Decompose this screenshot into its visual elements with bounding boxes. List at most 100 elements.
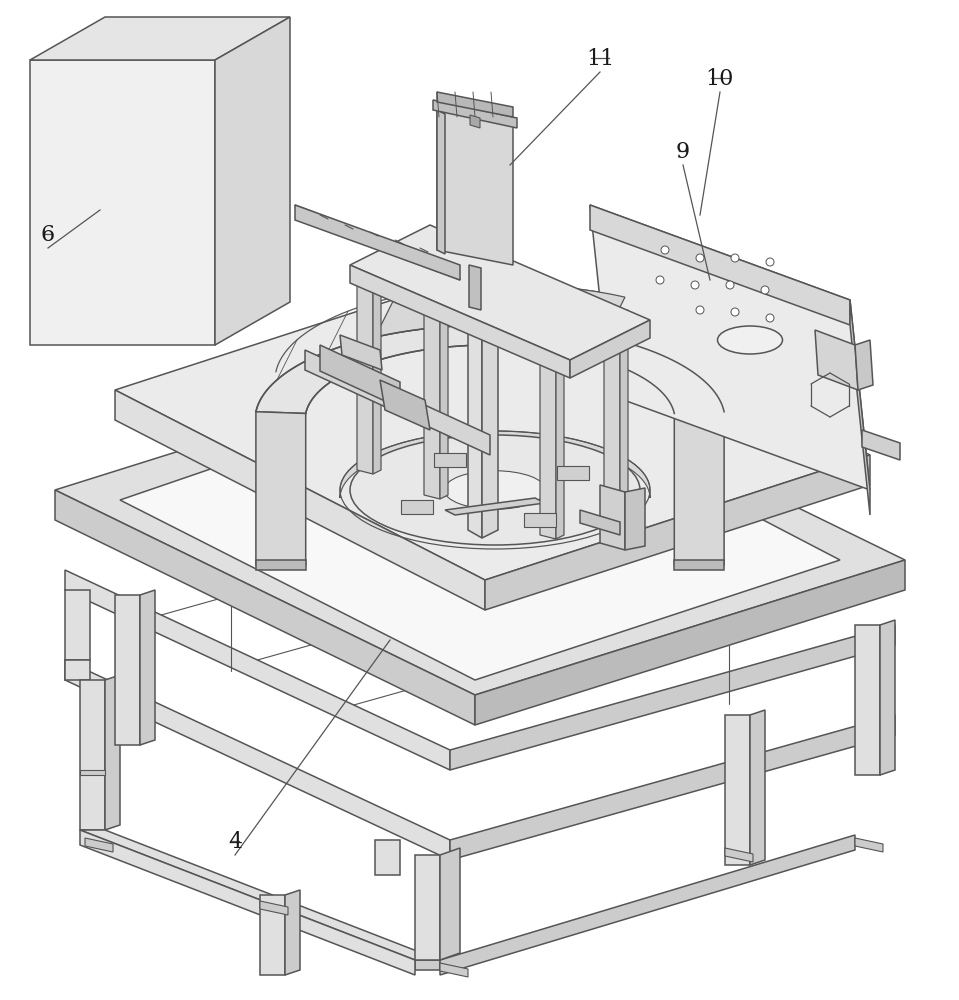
Polygon shape [80, 680, 105, 830]
Polygon shape [434, 453, 466, 467]
Polygon shape [862, 430, 900, 460]
Polygon shape [80, 830, 440, 960]
Text: 9: 9 [676, 141, 690, 163]
Polygon shape [815, 330, 858, 390]
Polygon shape [440, 963, 468, 977]
Polygon shape [105, 675, 120, 830]
Polygon shape [350, 265, 570, 378]
Polygon shape [450, 715, 895, 860]
Polygon shape [120, 375, 840, 680]
Circle shape [766, 258, 774, 266]
Polygon shape [437, 110, 445, 254]
Polygon shape [65, 590, 90, 660]
Polygon shape [256, 412, 306, 565]
Polygon shape [725, 848, 753, 862]
Polygon shape [725, 715, 750, 865]
Polygon shape [524, 513, 556, 527]
Polygon shape [65, 660, 450, 860]
Circle shape [691, 281, 699, 289]
Polygon shape [440, 835, 855, 975]
Polygon shape [450, 625, 895, 770]
Polygon shape [556, 335, 564, 539]
Circle shape [726, 281, 734, 289]
Polygon shape [215, 17, 290, 345]
Polygon shape [580, 510, 620, 535]
Circle shape [766, 314, 774, 322]
Ellipse shape [717, 326, 783, 354]
Polygon shape [424, 295, 440, 499]
Polygon shape [115, 390, 485, 610]
Polygon shape [468, 265, 482, 538]
Polygon shape [65, 660, 90, 680]
Polygon shape [260, 901, 288, 915]
Polygon shape [855, 625, 880, 775]
Polygon shape [557, 466, 589, 480]
Polygon shape [55, 355, 905, 695]
Polygon shape [590, 205, 850, 325]
Polygon shape [880, 620, 895, 775]
Polygon shape [855, 838, 883, 852]
Circle shape [731, 254, 739, 262]
Polygon shape [437, 92, 513, 117]
Polygon shape [373, 270, 381, 474]
Circle shape [731, 308, 739, 316]
Polygon shape [375, 840, 400, 875]
Polygon shape [295, 205, 460, 280]
Polygon shape [570, 320, 650, 378]
Polygon shape [357, 270, 373, 474]
Polygon shape [440, 295, 448, 499]
Polygon shape [340, 335, 382, 370]
Polygon shape [380, 380, 430, 430]
Polygon shape [485, 455, 870, 610]
Polygon shape [440, 848, 460, 960]
Polygon shape [340, 431, 650, 498]
Circle shape [661, 246, 669, 254]
Polygon shape [375, 285, 625, 337]
Polygon shape [256, 560, 306, 570]
Polygon shape [674, 560, 724, 570]
Polygon shape [295, 205, 460, 280]
Polygon shape [433, 100, 517, 128]
Polygon shape [55, 490, 475, 725]
Polygon shape [401, 500, 433, 514]
Ellipse shape [350, 435, 640, 545]
Polygon shape [445, 498, 545, 515]
Polygon shape [415, 960, 440, 970]
Circle shape [656, 276, 664, 284]
Polygon shape [80, 770, 105, 775]
Text: 10: 10 [706, 68, 735, 90]
Polygon shape [600, 485, 625, 550]
Polygon shape [320, 345, 400, 408]
Polygon shape [850, 300, 870, 515]
Polygon shape [30, 60, 215, 345]
Polygon shape [30, 17, 290, 60]
Text: 4: 4 [228, 831, 242, 853]
Polygon shape [285, 890, 300, 975]
Polygon shape [604, 310, 620, 514]
Polygon shape [115, 595, 140, 745]
Polygon shape [140, 590, 155, 745]
Circle shape [696, 306, 704, 314]
Polygon shape [540, 335, 556, 539]
Polygon shape [80, 830, 415, 975]
Polygon shape [437, 110, 513, 265]
Polygon shape [469, 265, 481, 310]
Polygon shape [85, 838, 113, 852]
Polygon shape [590, 205, 870, 490]
Circle shape [696, 254, 704, 262]
Polygon shape [305, 350, 490, 455]
Polygon shape [674, 412, 724, 565]
Circle shape [761, 286, 769, 294]
Polygon shape [260, 895, 285, 975]
Polygon shape [855, 340, 873, 390]
Polygon shape [115, 265, 870, 580]
Polygon shape [415, 855, 440, 960]
Polygon shape [482, 265, 498, 538]
Polygon shape [65, 570, 450, 770]
Polygon shape [256, 325, 724, 413]
Polygon shape [475, 560, 905, 725]
Text: 6: 6 [41, 224, 55, 246]
Polygon shape [620, 310, 628, 514]
Ellipse shape [444, 471, 546, 509]
Polygon shape [470, 115, 480, 128]
